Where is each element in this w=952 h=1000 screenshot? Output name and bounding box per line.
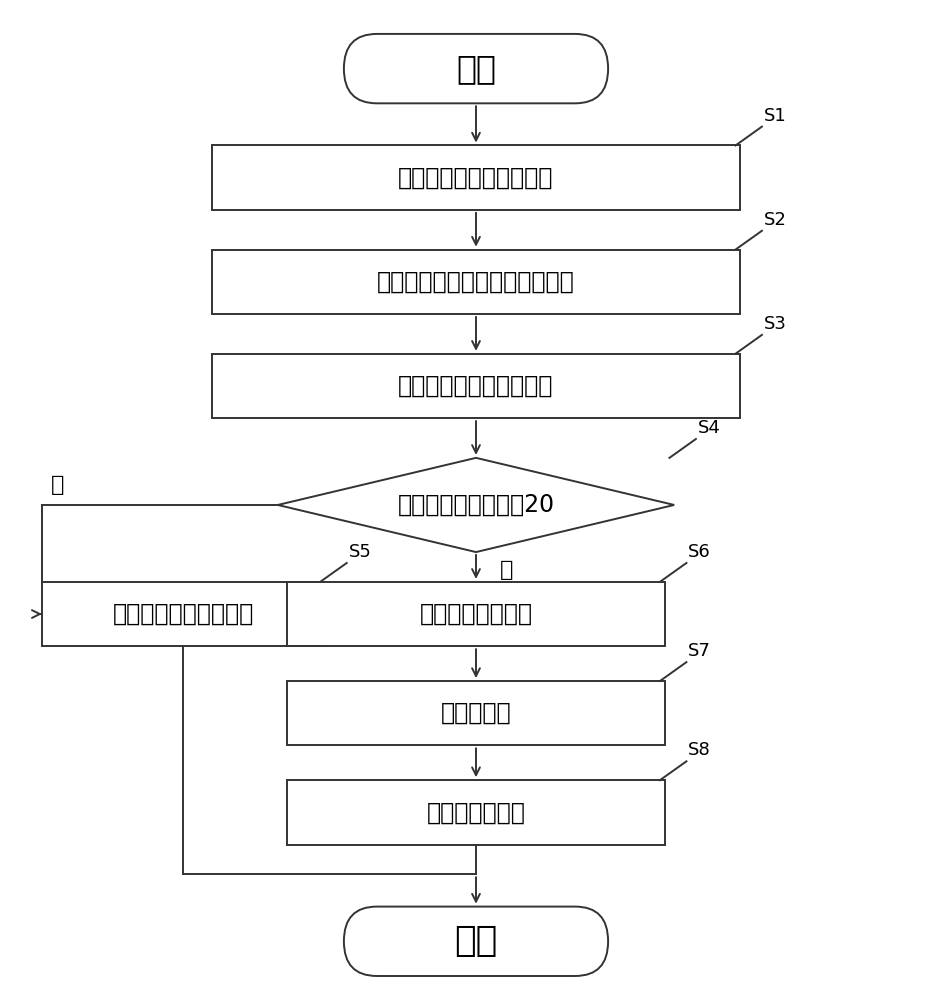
Bar xyxy=(211,250,741,314)
Text: 得到终端核信号: 得到终端核信号 xyxy=(426,800,526,824)
Text: 否: 否 xyxy=(500,560,513,580)
Text: 设定入射光子数量和能量: 设定入射光子数量和能量 xyxy=(398,166,554,190)
Text: 得到光子在探测器内沉积的能量: 得到光子在探测器内沉积的能量 xyxy=(377,270,575,294)
Bar xyxy=(211,145,741,210)
Text: S1: S1 xyxy=(764,107,786,125)
Bar xyxy=(42,582,325,646)
Polygon shape xyxy=(278,458,674,552)
FancyBboxPatch shape xyxy=(344,34,608,103)
Bar xyxy=(211,354,741,418)
Text: S8: S8 xyxy=(688,741,711,759)
Text: S5: S5 xyxy=(348,543,371,561)
Text: S6: S6 xyxy=(688,543,711,561)
Bar xyxy=(288,681,664,745)
Text: S4: S4 xyxy=(698,419,721,437)
Text: 得到高斯展宽的光子能量: 得到高斯展宽的光子能量 xyxy=(398,374,554,398)
FancyBboxPatch shape xyxy=(344,907,608,976)
Text: 光子的数量是否大于20: 光子的数量是否大于20 xyxy=(397,493,555,517)
Text: 得到核信号: 得到核信号 xyxy=(441,701,511,725)
Text: 得到脉冲信号曲线: 得到脉冲信号曲线 xyxy=(420,602,532,626)
Text: S2: S2 xyxy=(764,211,786,229)
Text: S3: S3 xyxy=(764,315,786,333)
Text: 结束: 结束 xyxy=(454,924,498,958)
Text: 开始: 开始 xyxy=(456,52,496,85)
Bar xyxy=(288,582,664,646)
Bar xyxy=(288,780,664,845)
Text: S7: S7 xyxy=(688,642,711,660)
Text: 将得到的能谱进行显示: 将得到的能谱进行显示 xyxy=(113,602,254,626)
Text: 是: 是 xyxy=(51,475,65,495)
